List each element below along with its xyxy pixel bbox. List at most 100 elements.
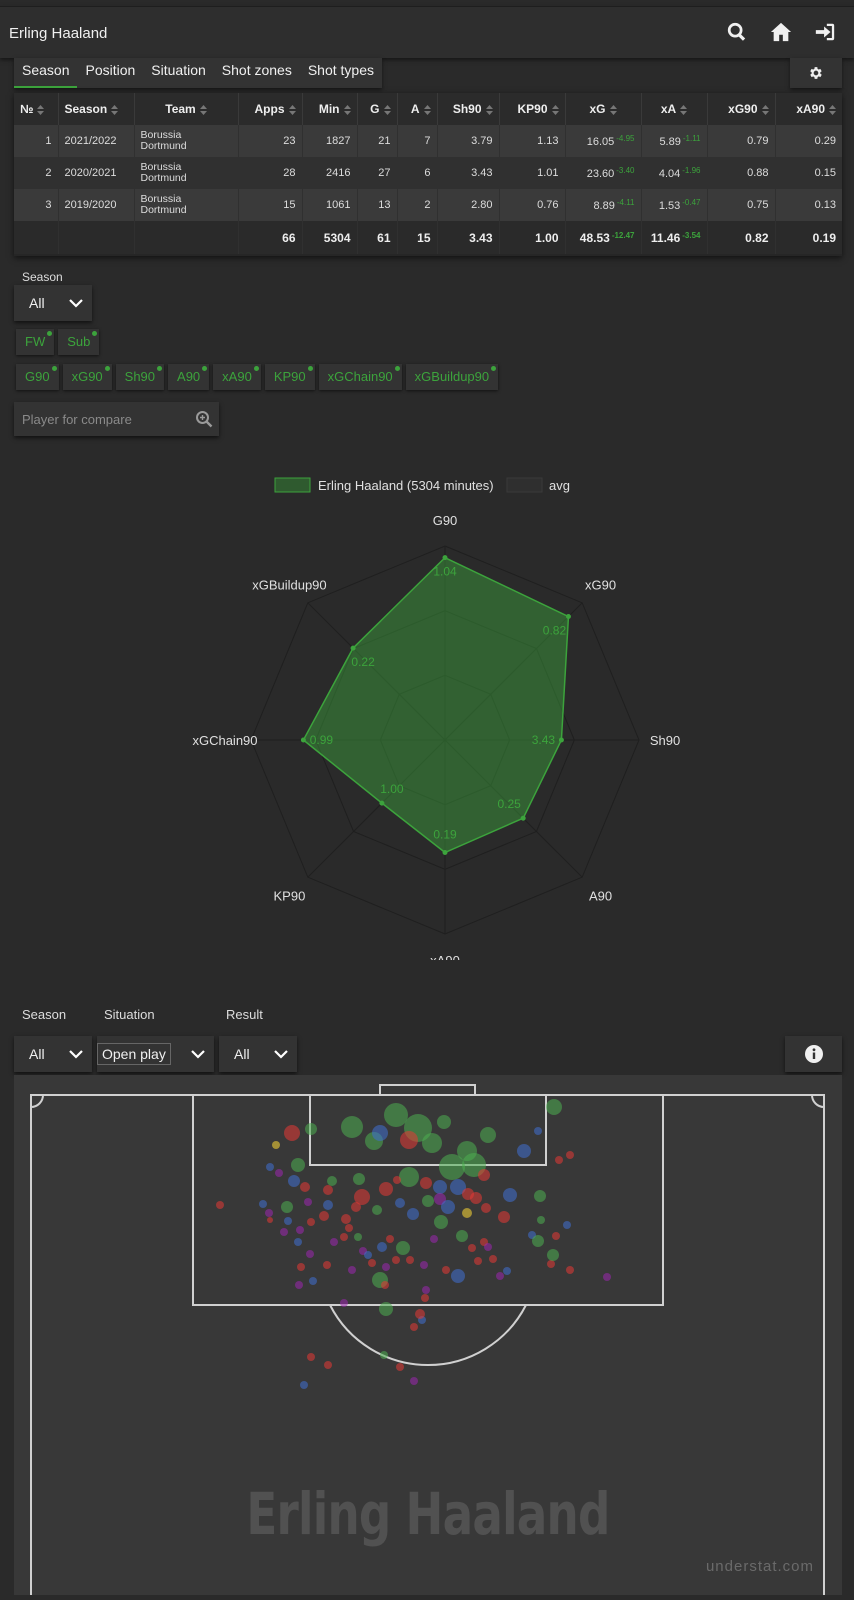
shot-dot[interactable]	[309, 1277, 317, 1285]
tab-shot-types[interactable]: Shot types	[307, 62, 374, 78]
shot-dot[interactable]	[372, 1205, 382, 1215]
shot-dot[interactable]	[288, 1175, 300, 1187]
shot-dot[interactable]	[267, 1217, 273, 1223]
cell-team[interactable]: Borussia Dortmund	[134, 157, 239, 189]
shot-dot[interactable]	[442, 1266, 450, 1274]
chip-metric-xg90[interactable]: xG90	[62, 364, 112, 390]
shot-dot[interactable]	[340, 1299, 348, 1307]
shot-dot[interactable]	[503, 1188, 517, 1202]
shot-dot[interactable]	[566, 1266, 574, 1274]
shot-dot[interactable]	[496, 1272, 504, 1280]
shot-dot[interactable]	[552, 1232, 560, 1240]
shot-dot[interactable]	[532, 1235, 544, 1247]
shot-dot[interactable]	[566, 1151, 574, 1159]
shot-dot[interactable]	[422, 1195, 434, 1207]
shot-dot[interactable]	[300, 1182, 310, 1192]
shot-dot[interactable]	[306, 1250, 314, 1258]
shot-dot[interactable]	[354, 1233, 362, 1241]
shot-dot[interactable]	[537, 1216, 545, 1224]
zoom-search-icon[interactable]	[195, 410, 213, 428]
col-header-g[interactable]: G	[357, 93, 398, 125]
shot-dot[interactable]	[307, 1218, 315, 1226]
shot-dot[interactable]	[294, 1238, 302, 1246]
shot-dot[interactable]	[498, 1211, 510, 1223]
cell-team[interactable]: Borussia Dortmund	[134, 125, 239, 157]
shot-dot[interactable]	[323, 1185, 333, 1195]
shot-dot[interactable]	[324, 1361, 332, 1369]
shot-dot[interactable]	[323, 1200, 333, 1210]
shot-dot[interactable]	[319, 1211, 329, 1221]
shot-dot[interactable]	[422, 1133, 442, 1153]
shot-dot[interactable]	[259, 1200, 267, 1208]
shot-dot[interactable]	[284, 1217, 292, 1225]
tab-shot-zones[interactable]: Shot zones	[221, 62, 292, 78]
col-header-team[interactable]: Team	[134, 93, 239, 125]
shot-dot[interactable]	[396, 1241, 410, 1255]
shot-dot[interactable]	[364, 1251, 372, 1259]
chip-metric-g90[interactable]: G90	[16, 364, 59, 390]
tab-situation[interactable]: Situation	[151, 62, 206, 78]
shot-dot[interactable]	[441, 1200, 455, 1214]
shot-dot[interactable]	[353, 1173, 365, 1185]
shot-dot[interactable]	[433, 1180, 447, 1194]
shot-dot[interactable]	[603, 1273, 611, 1281]
shot-dot[interactable]	[478, 1169, 490, 1181]
shot-dot[interactable]	[503, 1267, 511, 1275]
chip-metric-xgchain90[interactable]: xGChain90	[318, 364, 402, 390]
chip-metric-a90[interactable]: A90	[168, 364, 210, 390]
shot-dot[interactable]	[296, 1226, 304, 1234]
shot-dot[interactable]	[348, 1266, 356, 1274]
col-header-apps[interactable]: Apps	[238, 93, 303, 125]
shot-dot[interactable]	[517, 1144, 531, 1158]
shot-dot[interactable]	[456, 1230, 468, 1242]
shot-dot[interactable]	[489, 1255, 497, 1263]
shot-dot[interactable]	[351, 1202, 361, 1212]
shot-dot[interactable]	[379, 1302, 393, 1316]
shot-dot[interactable]	[266, 1163, 274, 1171]
shot-dot[interactable]	[379, 1182, 393, 1196]
sign-in-icon[interactable]	[814, 21, 836, 43]
shot-dot[interactable]	[216, 1201, 224, 1209]
shot-dot[interactable]	[468, 1244, 476, 1252]
shot-dot[interactable]	[382, 1263, 390, 1271]
shot-dot[interactable]	[462, 1208, 472, 1218]
cell-team[interactable]: Borussia Dortmund	[134, 189, 239, 221]
col-header-min[interactable]: Min	[302, 93, 358, 125]
shot-dot[interactable]	[305, 1123, 317, 1135]
shot-dot[interactable]	[345, 1224, 353, 1232]
shot-dot[interactable]	[451, 1269, 465, 1283]
shot-dot[interactable]	[415, 1309, 425, 1319]
chip-metric-xgbuildup90[interactable]: xGBuildup90	[405, 364, 499, 390]
chip-metric-sh90[interactable]: Sh90	[115, 364, 165, 390]
col-header-a[interactable]: A	[397, 93, 438, 125]
shot-dot[interactable]	[307, 1353, 315, 1361]
shot-dot[interactable]	[437, 1115, 451, 1129]
shot-dot[interactable]	[406, 1256, 414, 1264]
shot-dot[interactable]	[300, 1381, 308, 1389]
shots-situation-select[interactable]: Open play	[97, 1036, 214, 1072]
shot-dot[interactable]	[304, 1198, 312, 1206]
chip-position-sub[interactable]: Sub	[58, 329, 100, 355]
col-header-xg90[interactable]: xG90	[707, 93, 776, 125]
shot-dot[interactable]	[470, 1192, 482, 1204]
chip-metric-xa90[interactable]: xA90	[213, 364, 261, 390]
chip-position-fw[interactable]: FW	[16, 329, 55, 355]
player-compare-input[interactable]	[14, 402, 194, 436]
shot-dot[interactable]	[547, 1249, 559, 1261]
col-header-no[interactable]: №	[14, 93, 59, 125]
shot-dot[interactable]	[340, 1233, 348, 1241]
shots-season-select[interactable]: All	[14, 1036, 92, 1072]
shot-dot[interactable]	[555, 1156, 563, 1164]
col-header-xg[interactable]: xG	[565, 93, 642, 125]
tab-position[interactable]: Position	[85, 62, 136, 78]
shot-dot[interactable]	[323, 1261, 331, 1269]
shot-dot[interactable]	[410, 1323, 418, 1331]
col-header-season[interactable]: Season	[58, 93, 135, 125]
shot-dot[interactable]	[484, 1243, 492, 1251]
shot-dot[interactable]	[547, 1260, 555, 1268]
col-header-xa90[interactable]: xA90	[775, 93, 842, 125]
settings-button[interactable]	[790, 58, 842, 88]
shot-dot[interactable]	[481, 1203, 491, 1213]
shot-dot[interactable]	[386, 1235, 394, 1243]
shot-dot[interactable]	[330, 1238, 338, 1246]
